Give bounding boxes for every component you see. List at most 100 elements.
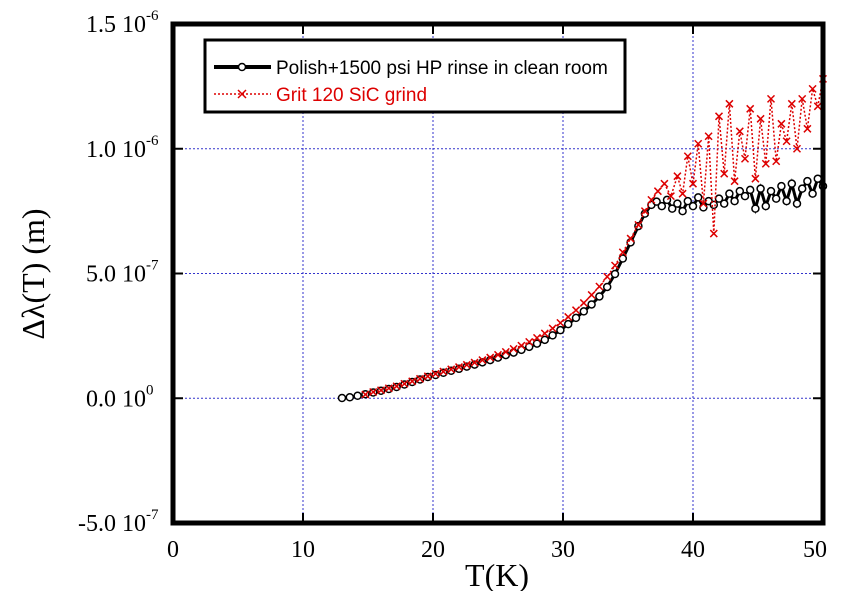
data-point (782, 137, 791, 146)
data-point (439, 367, 448, 376)
x-tick-label: 0 (167, 537, 179, 563)
data-point (415, 374, 425, 383)
data-point (714, 194, 724, 203)
data-point (618, 254, 628, 263)
data-point (709, 200, 719, 210)
data-point (693, 193, 703, 202)
y-axis-ticks: -5.0 10 -70.0 10 05.0 10 -71.0 10 -61.5 10 -6 (78, 8, 823, 537)
x-tick-label: 30 (551, 537, 575, 563)
x-axis-title: T(K) (465, 557, 529, 591)
x-tick-label: 10 (291, 537, 315, 563)
data-point (766, 186, 776, 196)
data-point (470, 358, 479, 367)
series-2 (361, 74, 828, 399)
x-axis-ticks: 0 10 20 30 40 50 (167, 24, 827, 563)
data-point (720, 169, 729, 178)
data-point (688, 179, 698, 188)
y-tick-label-exponent: -7 (146, 258, 159, 274)
legend: Polish+1500 psi HP rinse in clean room G… (203, 38, 627, 114)
x-tick-label: 50 (803, 537, 827, 563)
data-point (603, 272, 612, 281)
y-tick-label: 1.5 10 (86, 12, 146, 38)
data-point (454, 363, 464, 372)
data-point (400, 379, 409, 388)
data-point (540, 335, 550, 345)
data-point (735, 186, 745, 196)
data-point (431, 370, 440, 380)
data-point (540, 329, 549, 338)
data-point (740, 154, 750, 163)
grid-lines (173, 24, 823, 523)
data-point (719, 199, 729, 208)
data-point (626, 238, 635, 247)
data-point (647, 195, 656, 204)
data-point (431, 369, 440, 378)
data-point (714, 112, 724, 121)
data-point (730, 196, 739, 206)
data-point (653, 187, 662, 196)
data-point (678, 189, 687, 198)
legend-label-series-1: Polish+1500 psi HP rinse in clean room (276, 58, 608, 79)
data-point (678, 206, 687, 216)
data-point (730, 177, 739, 186)
data-point (725, 189, 734, 198)
data-point (501, 347, 510, 356)
data-point (699, 199, 708, 208)
data-point (525, 337, 534, 346)
data-point (746, 104, 755, 113)
data-point (803, 124, 812, 133)
legend-marker-series-2 (237, 89, 247, 99)
data-point (610, 261, 620, 270)
data-point (798, 94, 807, 103)
data-point (532, 339, 542, 348)
data-point (792, 199, 802, 208)
data-point (772, 157, 781, 166)
data-point (808, 189, 817, 198)
data-point (634, 220, 643, 229)
data-point (673, 172, 682, 181)
y-tick-label: 1.0 10 (86, 137, 146, 163)
data-point (556, 318, 565, 327)
data-point (709, 229, 718, 238)
data-point (384, 384, 393, 393)
y-tick-label: -5.0 10 (78, 511, 146, 537)
data-point (808, 84, 817, 93)
data-point (813, 174, 823, 183)
data-point (563, 319, 573, 329)
data-point (777, 119, 786, 128)
data-point (595, 282, 604, 291)
data-point (361, 390, 370, 399)
data-point (761, 201, 771, 211)
data-point (486, 353, 495, 362)
data-point (782, 196, 791, 206)
data-point (587, 300, 596, 309)
data-point (666, 192, 675, 201)
data-point (756, 184, 765, 193)
y-axis-title: Δλ(T) (m) (15, 208, 51, 339)
data-point (556, 325, 565, 335)
series-line (365, 78, 824, 396)
plot-frame (170, 21, 826, 526)
data-point (548, 331, 557, 340)
data-point (694, 139, 703, 148)
data-point (447, 365, 456, 374)
data-point (571, 313, 581, 323)
data-point (392, 382, 401, 391)
data-point (524, 342, 534, 352)
legend-marker-series-1 (237, 62, 247, 72)
data-point (735, 127, 744, 136)
data-point (548, 324, 557, 333)
data-point (587, 290, 596, 299)
data-point (777, 181, 786, 191)
data-point (683, 196, 693, 206)
data-point (478, 356, 487, 365)
data-point (756, 114, 765, 123)
legend-box (203, 38, 627, 114)
data-point (564, 312, 573, 321)
y-tick-label-exponent: 0 (146, 382, 154, 398)
data-point (673, 199, 682, 208)
data-point (579, 298, 588, 307)
x-tick-label: 40 (681, 537, 705, 563)
data-point (610, 269, 620, 279)
data-point (634, 221, 643, 231)
